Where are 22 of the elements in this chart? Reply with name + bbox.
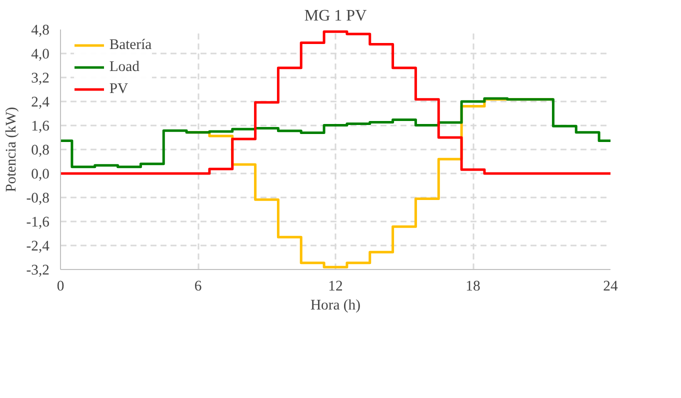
legend-label: PV (109, 80, 130, 98)
y-tick-label: 4,8 (31, 22, 50, 38)
x-axis-title: Hora (h) (310, 298, 361, 314)
y-tick-label: 3,2 (31, 70, 50, 86)
y-tick-label: 2,4 (31, 94, 50, 110)
y-tick-label: 4,0 (31, 46, 50, 62)
chart-title: MG 1 PV (304, 8, 368, 24)
y-tick-label: 1,6 (31, 118, 50, 134)
legend-label: Batería (109, 36, 152, 54)
y-tick-label: -1,6 (26, 214, 50, 230)
y-tick-label: 0,0 (31, 166, 50, 182)
x-tick-label: 6 (194, 278, 202, 294)
y-tick-label: -0,8 (26, 190, 50, 206)
x-tick-label: 0 (56, 278, 64, 294)
y-tick-label: -3,2 (26, 262, 50, 278)
y-tick-label: -2,4 (26, 238, 50, 254)
x-tick-label: 18 (466, 278, 480, 294)
x-tick-label: 24 (603, 278, 618, 294)
x-tick-label: 12 (328, 278, 343, 294)
legend-label: Load (109, 58, 140, 76)
y-axis-title: Potencia (kW) (3, 106, 20, 192)
y-tick-label: 0,8 (31, 142, 50, 158)
